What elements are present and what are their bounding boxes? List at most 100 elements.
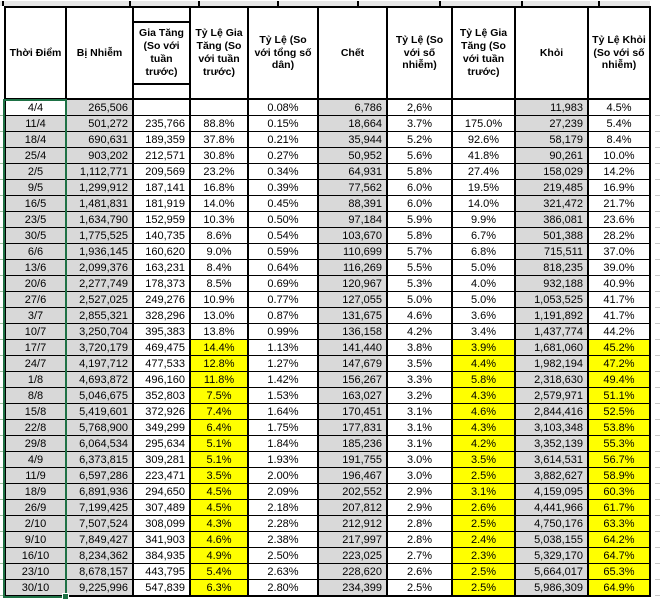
table-cell[interactable]: 1,191,892 [514, 307, 589, 324]
table-cell[interactable]: 3.7% [386, 115, 453, 132]
table-cell[interactable]: 265,506 [65, 98, 134, 116]
table-cell[interactable]: 0.87% [247, 307, 319, 324]
table-cell[interactable]: 6,373,815 [65, 451, 134, 468]
table-cell[interactable]: 8/8 [4, 387, 67, 404]
table-cell[interactable]: 181,919 [132, 195, 191, 212]
table-cell[interactable]: 64,931 [317, 163, 388, 180]
table-cell[interactable]: 64.7% [587, 547, 651, 564]
table-cell[interactable]: 5.0% [451, 291, 516, 308]
table-cell[interactable]: 223,471 [132, 467, 191, 484]
table-cell[interactable]: 77,562 [317, 179, 388, 196]
table-cell[interactable]: 386,081 [514, 211, 589, 228]
table-cell[interactable]: 4,750,176 [514, 515, 589, 532]
table-cell[interactable]: 5.4% [189, 563, 249, 580]
table-cell[interactable]: 163,027 [317, 387, 388, 404]
table-cell[interactable] [451, 98, 516, 116]
table-cell[interactable]: 51.1% [587, 387, 651, 404]
table-cell[interactable]: 110,699 [317, 243, 388, 260]
table-cell[interactable]: 5.0% [451, 259, 516, 276]
table-cell[interactable]: 2.5% [451, 515, 516, 532]
table-cell[interactable]: 690,631 [65, 131, 134, 148]
table-cell[interactable]: 384,935 [132, 547, 191, 564]
table-cell[interactable]: 1,936,145 [65, 243, 134, 260]
table-cell[interactable]: 0.27% [247, 147, 319, 164]
table-cell[interactable]: 4.4% [451, 355, 516, 372]
table-cell[interactable]: 308,099 [132, 515, 191, 532]
table-cell[interactable]: 212,912 [317, 515, 388, 532]
table-cell[interactable]: 4,441,966 [514, 499, 589, 516]
table-cell[interactable]: 4.2% [386, 323, 453, 340]
table-cell[interactable]: 5,038,155 [514, 531, 589, 548]
table-cell[interactable]: 249,276 [132, 291, 191, 308]
table-cell[interactable]: 4.5% [189, 483, 249, 500]
table-cell[interactable]: 53.8% [587, 419, 651, 436]
table-cell[interactable]: 28.2% [587, 227, 651, 244]
table-cell[interactable]: 2.5% [451, 467, 516, 484]
table-cell[interactable]: 2.50% [247, 547, 319, 564]
table-cell[interactable]: 2.38% [247, 531, 319, 548]
table-cell[interactable]: 2,844,416 [514, 403, 589, 420]
table-cell[interactable]: 0.50% [247, 211, 319, 228]
table-cell[interactable]: 14.4% [189, 339, 249, 356]
table-cell[interactable]: 8.4% [189, 259, 249, 276]
table-cell[interactable]: 3.1% [386, 435, 453, 452]
table-cell[interactable] [189, 98, 249, 116]
table-cell[interactable]: 1,112,771 [65, 163, 134, 180]
header-ty-le-gia-tang-chet[interactable]: Tỷ Lệ Gia Tăng (So với tuần trước) [451, 6, 516, 100]
table-cell[interactable]: 5,329,170 [514, 547, 589, 564]
table-cell[interactable]: 1.53% [247, 387, 319, 404]
header-khoi[interactable]: Khỏi [514, 6, 589, 100]
table-cell[interactable]: 7,199,425 [65, 499, 134, 516]
table-cell[interactable]: 0.08% [247, 98, 319, 116]
table-cell[interactable]: 21.7% [587, 195, 651, 212]
table-cell[interactable]: 4.6% [189, 531, 249, 548]
table-cell[interactable]: 8,234,362 [65, 547, 134, 564]
table-cell[interactable]: 56.7% [587, 451, 651, 468]
table-cell[interactable]: 14.0% [451, 195, 516, 212]
table-cell[interactable]: 17/7 [4, 339, 67, 356]
table-cell[interactable]: 26/9 [4, 499, 67, 516]
table-cell[interactable]: 13.0% [189, 307, 249, 324]
table-cell[interactable]: 9.0% [189, 243, 249, 260]
table-cell[interactable]: 5.3% [386, 275, 453, 292]
table-cell[interactable]: 4/4 [4, 98, 67, 116]
table-cell[interactable]: 1,681,060 [514, 339, 589, 356]
table-cell[interactable]: 228,620 [317, 563, 388, 580]
table-cell[interactable]: 4.2% [451, 435, 516, 452]
table-cell[interactable]: 2.00% [247, 467, 319, 484]
table-cell[interactable]: 5.0% [386, 291, 453, 308]
table-cell[interactable]: 103,670 [317, 227, 388, 244]
table-cell[interactable]: 1.93% [247, 451, 319, 468]
table-cell[interactable]: 219,485 [514, 179, 589, 196]
table-cell[interactable]: 209,569 [132, 163, 191, 180]
table-cell[interactable]: 5.1% [189, 451, 249, 468]
table-cell[interactable]: 45.2% [587, 339, 651, 356]
table-cell[interactable]: 501,272 [65, 115, 134, 132]
table-cell[interactable]: 97,184 [317, 211, 388, 228]
table-cell[interactable]: 13/6 [4, 259, 67, 276]
table-cell[interactable]: 7.5% [189, 387, 249, 404]
table-cell[interactable] [132, 98, 191, 116]
table-cell[interactable]: 2,318,630 [514, 371, 589, 388]
table-cell[interactable]: 11,983 [514, 98, 589, 116]
table-cell[interactable]: 156,267 [317, 371, 388, 388]
header-ty-le-gia-tang-nhiem[interactable]: Tỷ Lệ Gia Tăng (So với tuần trước) [189, 6, 249, 100]
header-ty-le-tong-dan[interactable]: Tỷ Lệ (So với tổng số dân) [247, 6, 319, 100]
table-cell[interactable]: 37.0% [587, 243, 651, 260]
table-cell[interactable]: 6,064,534 [65, 435, 134, 452]
table-cell[interactable]: 0.77% [247, 291, 319, 308]
table-cell[interactable]: 352,803 [132, 387, 191, 404]
table-cell[interactable]: 22/8 [4, 419, 67, 436]
table-cell[interactable]: 1.64% [247, 403, 319, 420]
table-cell[interactable]: 7,849,427 [65, 531, 134, 548]
table-cell[interactable]: 501,388 [514, 227, 589, 244]
table-cell[interactable]: 1.42% [247, 371, 319, 388]
table-cell[interactable]: 2,277,749 [65, 275, 134, 292]
table-cell[interactable]: 2,579,971 [514, 387, 589, 404]
table-cell[interactable]: 25/4 [4, 147, 67, 164]
table-cell[interactable]: 61.7% [587, 499, 651, 516]
table-cell[interactable]: 309,281 [132, 451, 191, 468]
table-cell[interactable]: 5.4% [587, 115, 651, 132]
header-ty-le-so-nhiem[interactable]: Tỷ Lệ (So với số nhiễm) [386, 6, 453, 100]
table-cell[interactable]: 9,225,996 [65, 579, 134, 597]
